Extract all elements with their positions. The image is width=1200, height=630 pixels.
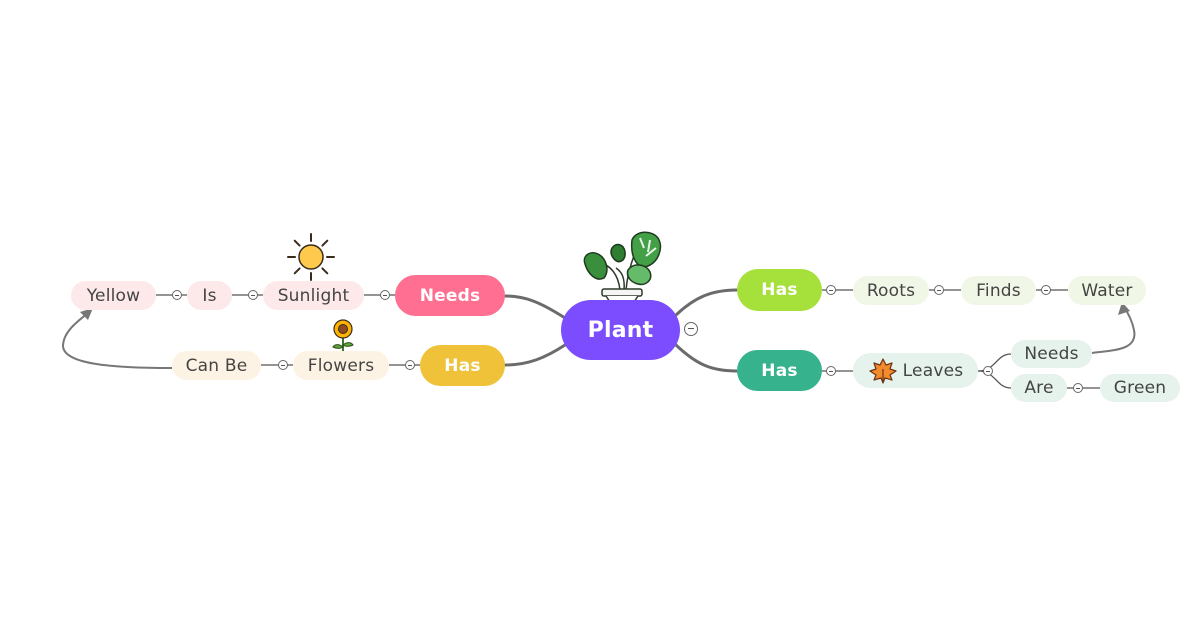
sunflower-icon (328, 319, 358, 353)
plant-root-label: Plant (587, 317, 654, 343)
collapse-toggle-has-roots[interactable] (826, 285, 836, 295)
green-node[interactable]: Green (1100, 374, 1180, 402)
collapse-toggle-flowers[interactable] (278, 360, 288, 370)
has-leaves-main-node[interactable]: Has (737, 350, 822, 391)
relation-arrow-canbe-yellow (61, 311, 173, 369)
can-be-node[interactable]: Can Be (172, 351, 261, 380)
arrowhead-water (1118, 302, 1130, 315)
flowers-node[interactable]: Flowers (293, 351, 389, 380)
has-roots-main-label: Has (761, 280, 798, 300)
water-label: Water (1081, 280, 1133, 301)
green-label: Green (1113, 378, 1167, 398)
connector-leaves-needs (977, 353, 1012, 372)
roots-node[interactable]: Roots (853, 276, 929, 305)
collapse-toggle-has-leaves[interactable] (826, 366, 836, 376)
connector-root-needs (503, 294, 567, 320)
collapse-toggle-has-flowers[interactable] (405, 360, 415, 370)
leaves-node[interactable]: Leaves (853, 353, 978, 388)
finds-label: Finds (976, 280, 1021, 301)
water-node[interactable]: Water (1068, 276, 1146, 305)
plant-root-node[interactable]: Plant (561, 300, 680, 360)
has-flowers-main-node[interactable]: Has (420, 345, 505, 386)
potted-plant-icon (580, 228, 668, 303)
arrowhead-yellow (80, 308, 93, 320)
leaves-label: Leaves (902, 360, 964, 381)
yellow-label: Yellow (86, 285, 141, 306)
yellow-node[interactable]: Yellow (71, 281, 156, 310)
leaves-needs-node[interactable]: Needs (1011, 340, 1092, 368)
relation-arrow-needs-water (1091, 306, 1136, 354)
sun-icon (286, 232, 336, 282)
needs-main-node[interactable]: Needs (395, 275, 505, 316)
collapse-toggle-roots[interactable] (934, 285, 944, 295)
can-be-label: Can Be (185, 355, 248, 376)
has-flowers-main-label: Has (444, 355, 481, 376)
connector-root-has-roots (674, 288, 739, 317)
connector-root-has-flowers (503, 343, 567, 367)
collapse-toggle-needs[interactable] (380, 290, 390, 300)
connector-root-has-leaves (674, 343, 739, 373)
has-roots-main-node[interactable]: Has (737, 269, 822, 311)
maple-leaf-icon (868, 357, 898, 385)
collapse-toggle-is[interactable] (172, 290, 182, 300)
has-leaves-main-label: Has (761, 360, 798, 381)
finds-node[interactable]: Finds (961, 276, 1036, 305)
needs-main-label: Needs (419, 285, 481, 306)
leaves-needs-label: Needs (1024, 344, 1079, 364)
sunlight-label: Sunlight (277, 285, 350, 306)
are-label: Are (1024, 378, 1054, 398)
is-label: Is (202, 285, 217, 306)
collapse-toggle-sunlight[interactable] (248, 290, 258, 300)
collapse-toggle-are[interactable] (1073, 383, 1083, 393)
collapse-toggle-root[interactable] (684, 322, 698, 336)
collapse-toggle-finds[interactable] (1041, 285, 1051, 295)
flowers-label: Flowers (307, 355, 375, 376)
connector-leaves-are (977, 370, 1012, 389)
sunlight-node[interactable]: Sunlight (263, 281, 364, 310)
roots-label: Roots (866, 280, 916, 301)
are-node[interactable]: Are (1011, 374, 1067, 402)
collapse-toggle-leaves[interactable] (983, 366, 993, 376)
is-node[interactable]: Is (187, 281, 232, 310)
